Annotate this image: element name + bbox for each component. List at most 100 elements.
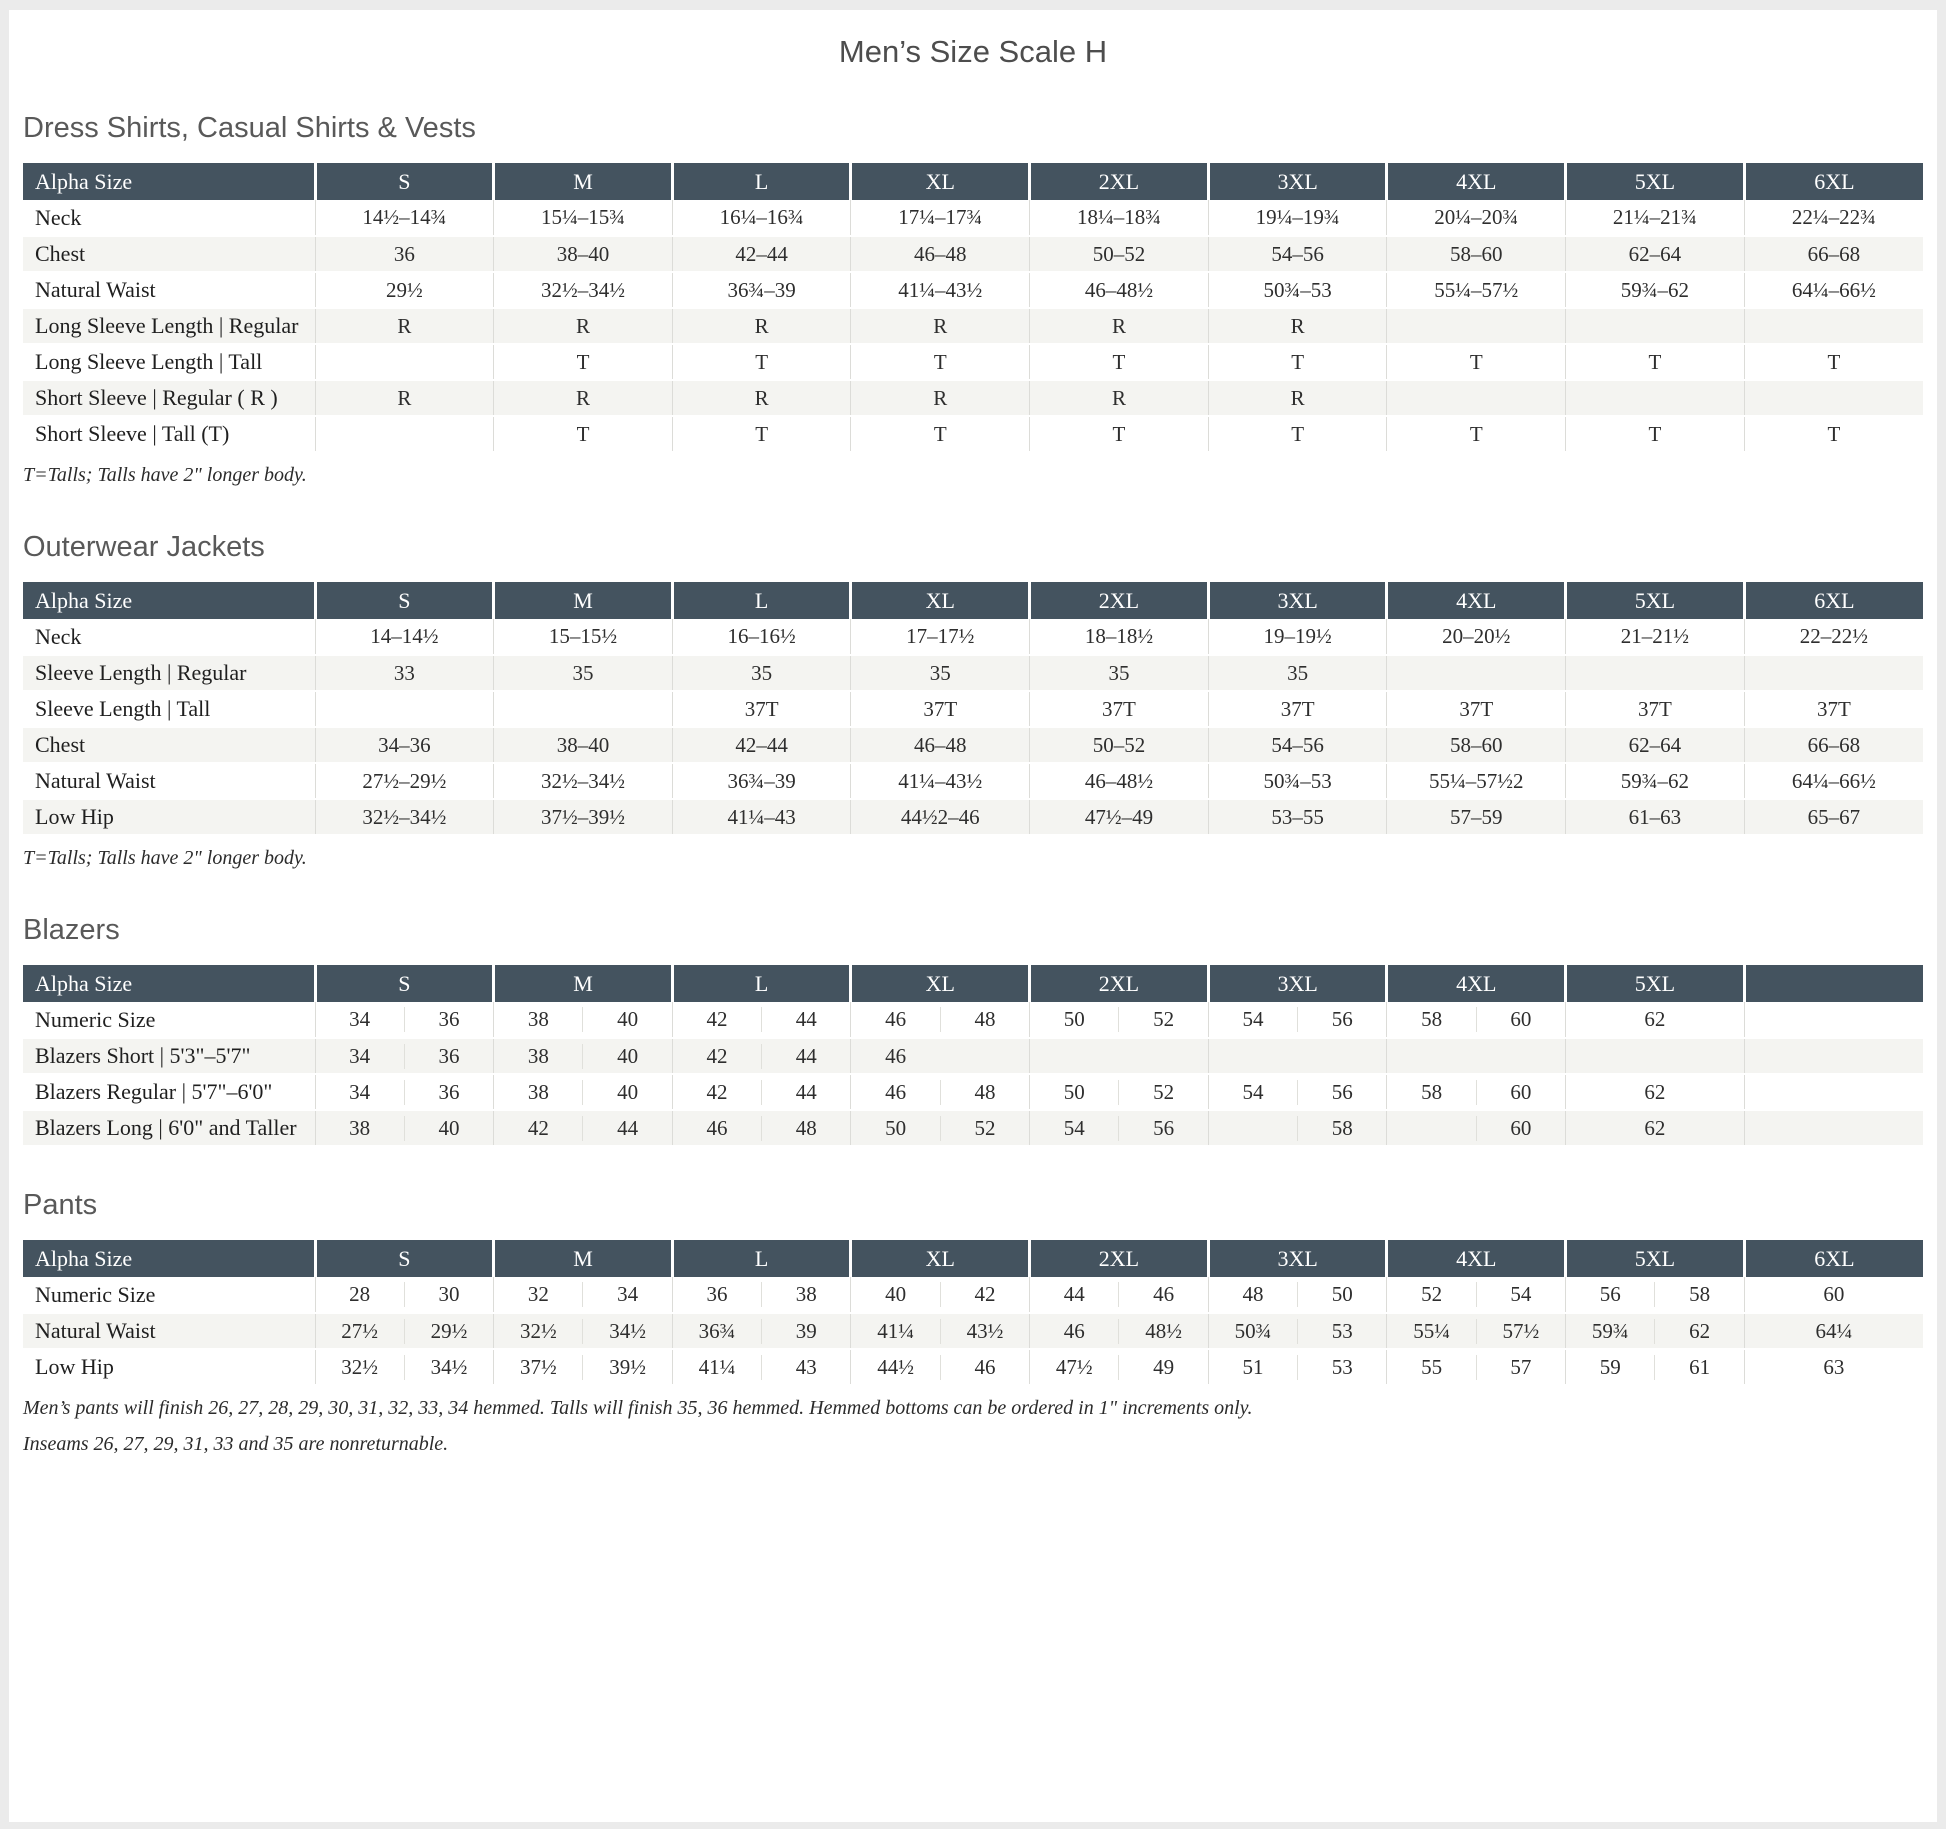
split-cell-value: 39	[761, 1318, 850, 1344]
table-cell: T	[1207, 416, 1387, 453]
table-cell: 55 57	[1386, 1349, 1566, 1386]
split-cell: 32½ 34½	[316, 1350, 494, 1384]
table-cell: 50¾–53	[1207, 272, 1387, 309]
table-cell: T	[1386, 344, 1566, 381]
split-cell: 48 50	[1209, 1278, 1387, 1312]
column-header-cell: 3XL	[1206, 965, 1387, 1002]
table-cell: 20–20½	[1386, 619, 1566, 656]
split-cell-value: 58	[1297, 1115, 1386, 1141]
table-cell: T	[1743, 344, 1923, 381]
section-heading-dress-shirts: Dress Shirts, Casual Shirts & Vests	[23, 112, 476, 144]
table-cell: 36¾ 39	[671, 1313, 851, 1350]
table-cell: 34 36	[314, 1074, 494, 1111]
table-cell	[1743, 308, 1923, 345]
table-cell: 35	[850, 655, 1030, 692]
split-cell-value: 50¾	[1234, 1318, 1272, 1343]
table-cell: R	[314, 308, 494, 345]
table-cell: 37T	[1565, 691, 1745, 728]
split-cell: 38 40	[494, 1003, 672, 1037]
row-label-cell: Numeric Size	[23, 1002, 315, 1039]
table-cell: 37T	[1386, 691, 1566, 728]
split-cell-value: 50	[885, 1115, 907, 1140]
split-cell: 28 30	[316, 1278, 494, 1312]
table-note: T=Talls; Talls have 2" longer body.	[23, 464, 307, 486]
section-heading-outerwear-jackets: Outerwear Jackets	[23, 531, 265, 563]
row-label-cell: Sleeve Length | Tall	[23, 691, 315, 728]
table-cell: 46	[850, 1038, 1030, 1075]
split-cell-value: 46	[885, 1007, 907, 1031]
split-cell-value: 49	[1118, 1354, 1207, 1380]
table-cell: 37T	[1207, 691, 1387, 728]
section-blazers: Blazers Alpha Size S M L XL 2XL 3XL 4XL 5XL Numeri…	[23, 914, 1923, 1147]
column-header-cell: M	[492, 965, 673, 1002]
split-cell: 46 48	[851, 1075, 1029, 1109]
section-pants: Pants Alpha Size S M L XL 2XL 3XL 4XL 5XL 6XL Numer…	[23, 1189, 1923, 1458]
split-cell: 27½ 29½	[316, 1314, 494, 1348]
split-cell: 50¾ 53	[1209, 1314, 1387, 1348]
split-cell: 37½ 39½	[494, 1350, 672, 1384]
table-cell: 37½–39½	[493, 799, 673, 836]
split-cell: 54 56	[1209, 1075, 1387, 1109]
table-cell: 42–44	[671, 236, 851, 273]
column-header-cell: 3XL	[1206, 163, 1387, 200]
split-cell: 36¾ 39	[673, 1314, 851, 1348]
column-header-cell: 6XL	[1742, 582, 1923, 619]
split-cell-value: 36	[403, 1007, 493, 1032]
table-cell: 47½ 49	[1029, 1349, 1209, 1386]
table-body: Numeric Size 34 36 38 40 42 44 46 48 50 52 54 56 58 60…	[23, 1002, 1923, 1147]
table-cell: 54 56	[1207, 1002, 1387, 1039]
table-cell: T	[1565, 416, 1745, 453]
table-cell	[1743, 655, 1923, 692]
split-cell-value: 40	[403, 1115, 493, 1141]
table-cell: 55¼–57½2	[1386, 763, 1566, 800]
split-cell-value: 52	[1118, 1007, 1207, 1032]
table-cell: 35	[671, 655, 851, 692]
column-header-cell: 5XL	[1564, 965, 1745, 1002]
table-cell: 59¾ 62	[1565, 1313, 1745, 1350]
table-cell: 14–14½	[314, 619, 494, 656]
table-cell	[314, 691, 494, 728]
split-cell-value: 36	[403, 1043, 493, 1069]
split-cell-value: 34½	[403, 1354, 493, 1380]
column-header-cell: L	[670, 965, 851, 1002]
row-label-cell: Blazers Long | 6'0" and Taller	[23, 1110, 315, 1147]
split-cell-value: 55	[1421, 1354, 1443, 1379]
split-cell-value: 54	[1475, 1282, 1565, 1307]
table-cell: R	[314, 380, 494, 417]
split-cell-value: 48	[1242, 1282, 1264, 1306]
table-cell: 54–56	[1207, 236, 1387, 273]
table-cell	[1565, 1038, 1745, 1075]
split-cell-value: 43	[761, 1354, 850, 1380]
table-cell	[493, 691, 673, 728]
table-row: Sleeve Length | Regular 33 35 35 35 35 35	[23, 655, 1923, 692]
column-header-cell: M	[492, 1240, 673, 1277]
table-cell: 17–17½	[850, 619, 1030, 656]
column-header-cell: XL	[849, 965, 1030, 1002]
table-cell: 20¼–20¾	[1386, 200, 1566, 237]
table-cell: 46 48	[850, 1002, 1030, 1039]
split-cell-value: 59	[1599, 1354, 1621, 1379]
table-cell: 55¼–57½	[1386, 272, 1566, 309]
split-cell-value: 54	[1063, 1115, 1085, 1140]
table-cell: 34 36	[314, 1038, 494, 1075]
split-cell-value: 38	[761, 1282, 850, 1307]
split-cell-value: 53	[1297, 1318, 1386, 1344]
table-cell: 46–48½	[1029, 272, 1209, 309]
table-cell: 52 54	[1386, 1277, 1566, 1314]
table-cell: 36 38	[671, 1277, 851, 1314]
table-cell: 50 52	[1029, 1002, 1209, 1039]
split-cell-value: 34	[349, 1079, 371, 1104]
section-dress-shirts: Dress Shirts, Casual Shirts & Vests Alpha…	[23, 112, 1923, 489]
split-cell: 46 48½	[1030, 1314, 1208, 1348]
table-note: Men’s pants will finish 26, 27, 28, 29, …	[23, 1397, 1253, 1419]
split-cell: 40 42	[851, 1278, 1029, 1312]
split-cell-value: 32½	[519, 1318, 557, 1343]
table-cell: 41¼–43½	[850, 272, 1030, 309]
split-cell-value: 60	[1475, 1007, 1565, 1032]
split-cell-value: 46	[939, 1354, 1029, 1380]
table-cell	[1029, 1038, 1209, 1075]
table-row: Low Hip 32½ 34½ 37½ 39½ 41¼ 43 44½ 46 47½ 49 51 53 55…	[23, 1349, 1923, 1386]
split-cell-value: 46	[885, 1079, 907, 1104]
split-cell-value: 46	[885, 1043, 907, 1068]
split-cell-value: 52	[939, 1115, 1029, 1141]
